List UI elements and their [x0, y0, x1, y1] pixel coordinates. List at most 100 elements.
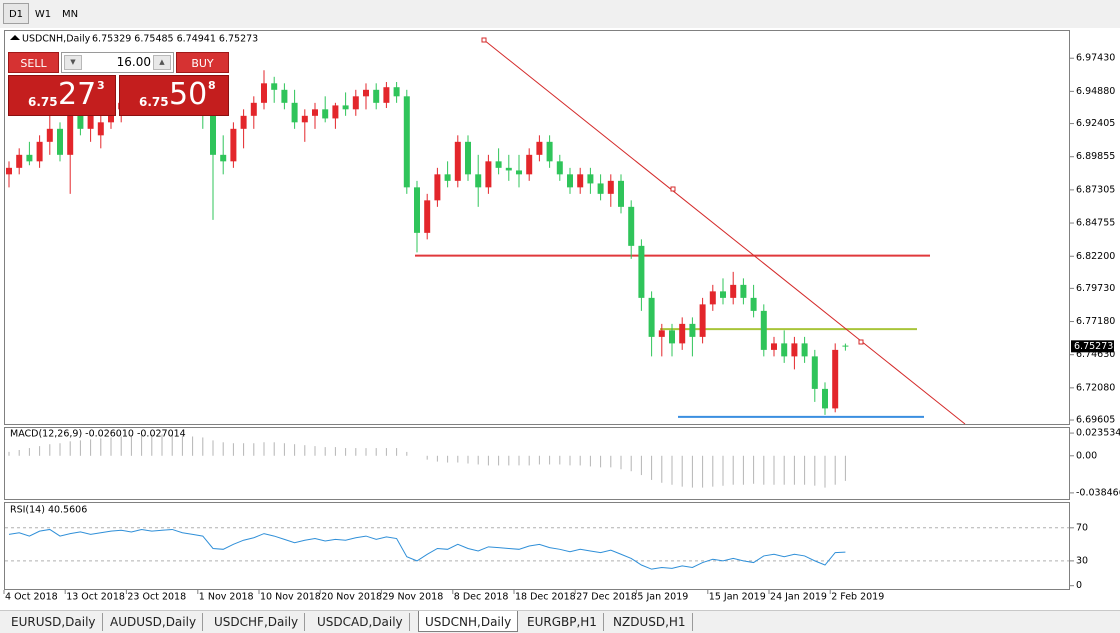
candle-body	[322, 109, 329, 119]
ask-fraction: 8	[208, 79, 216, 92]
candle-body	[597, 183, 604, 194]
candle-body	[720, 291, 726, 298]
chart-tab[interactable]: USDCNH,Daily	[418, 611, 519, 632]
candle-body	[363, 89, 369, 97]
chart-tab[interactable]: USDCAD,Daily	[311, 613, 410, 631]
ohlc-readout: 6.75329 6.75485 6.74941 6.75273	[92, 34, 258, 45]
candle-body	[475, 174, 482, 188]
bid-quote[interactable]: 6.75 27 3	[8, 75, 116, 116]
candle-body	[261, 83, 267, 103]
candle-body	[567, 174, 573, 188]
bid-prefix: 6.75	[28, 95, 58, 109]
timeframe-button[interactable]: D1	[3, 3, 29, 24]
x-tick-label: 23 Oct 2018	[127, 592, 186, 603]
candle-body	[781, 343, 788, 357]
lot-spinner[interactable]: ▼ 16.00 ▲	[61, 52, 174, 73]
candle-body	[760, 310, 767, 350]
trend-anchor	[858, 339, 864, 345]
y-tick-label: 6.82200	[1076, 251, 1115, 262]
x-tick-label: 27 Dec 2018	[576, 592, 637, 603]
buy-button[interactable]: BUY	[176, 52, 229, 73]
chart-tab[interactable]: USDCHF,Daily	[208, 613, 306, 631]
timeframe-button[interactable]: W1	[34, 9, 52, 20]
candle-body	[383, 87, 390, 103]
y-tick-label: 6.92405	[1076, 118, 1115, 129]
candle-body	[709, 291, 716, 305]
candle-body	[26, 154, 33, 162]
candle-body	[87, 115, 94, 129]
y-tick-label: 6.72080	[1076, 382, 1115, 393]
candle-body	[342, 105, 349, 110]
candle-body	[444, 174, 451, 181]
lot-size[interactable]: 16.00	[116, 55, 151, 69]
decrease-lots[interactable]: ▼	[64, 55, 82, 70]
y-tick-label: 6.87305	[1076, 184, 1115, 195]
chart-title: USDCNH,Daily	[22, 34, 91, 45]
sell-button[interactable]: SELL	[8, 52, 59, 73]
chart-area: 6.97430 6.94880 6.92405 6.89855 6.87305 6.847…	[0, 28, 1120, 610]
x-tick-label: 15 Jan 2019	[709, 592, 766, 603]
candle-body	[67, 115, 74, 155]
candle-body	[577, 174, 584, 188]
y-tick-label: 0	[1076, 580, 1082, 591]
candle-body	[730, 284, 737, 298]
x-tick-label: 4 Oct 2018	[5, 592, 58, 603]
candle-body	[230, 128, 237, 162]
candle-body	[485, 161, 492, 188]
candle-body	[536, 141, 543, 155]
collapse-icon[interactable]	[10, 35, 20, 40]
y-tick-label: 6.74630	[1076, 349, 1115, 360]
rsi-title: RSI(14) 40.5606	[10, 505, 87, 516]
candle-body	[801, 343, 808, 357]
increase-lots[interactable]: ▲	[153, 55, 171, 70]
candle-body	[516, 170, 522, 175]
x-tick-label: 8 Dec 2018	[454, 592, 509, 603]
y-tick-label: 6.97430	[1076, 53, 1115, 64]
candle-body	[842, 345, 849, 347]
chart-tab[interactable]: NZDUSD,H1	[607, 613, 693, 631]
trend-anchor	[670, 186, 676, 192]
chart-tab[interactable]: EURGBP,H1	[521, 613, 604, 631]
x-tick-label: 5 Jan 2019	[637, 592, 688, 603]
candle-body	[403, 96, 410, 188]
ask-prefix: 6.75	[139, 95, 169, 109]
candle-body	[618, 180, 624, 207]
price-panel-frame	[4, 30, 1070, 425]
candle-body	[495, 161, 502, 168]
rsi-panel-frame	[4, 502, 1070, 590]
trend-anchor	[481, 37, 487, 43]
x-tick-label: 1 Nov 2018	[199, 592, 254, 603]
candle-body	[771, 343, 777, 350]
candle-body	[424, 200, 431, 233]
last-price-label: 6.75273	[1074, 341, 1113, 352]
bid-pips: 27	[58, 77, 97, 112]
candle-body	[393, 87, 400, 97]
candle-body	[699, 304, 706, 337]
chart-tab[interactable]: AUDUSD,Daily	[104, 613, 204, 631]
ask-quote[interactable]: 6.75 50 8	[119, 75, 229, 116]
chart-tab[interactable]: EURUSD,Daily	[5, 613, 103, 631]
candle-body	[750, 297, 757, 311]
candle-body	[832, 349, 839, 409]
y-tick-label: -0.038466	[1076, 487, 1120, 498]
candle-body	[587, 174, 594, 184]
chart-tabs: EURUSD,Daily AUDUSD,Daily USDCHF,Daily USDC…	[0, 610, 1120, 633]
y-tick-label: 6.94880	[1076, 86, 1115, 97]
toolbar: D1 W1 MN	[0, 0, 1120, 29]
candle-body	[57, 128, 63, 155]
timeframe-button[interactable]: MN	[61, 9, 79, 20]
candle-body	[46, 128, 53, 142]
candle-body	[240, 115, 247, 129]
y-tick-label: 70	[1076, 522, 1088, 533]
y-tick-label: 0.023534	[1076, 428, 1120, 439]
candle-body	[36, 141, 43, 162]
last-price-box	[1071, 340, 1114, 353]
candle-body	[281, 89, 288, 103]
candle-body	[210, 115, 216, 155]
candle-body	[97, 122, 104, 136]
x-tick-label: 10 Nov 2018	[260, 592, 321, 603]
candle-body	[291, 102, 298, 123]
candle-body	[658, 330, 665, 337]
y-tick-label: 0.00	[1076, 450, 1097, 461]
